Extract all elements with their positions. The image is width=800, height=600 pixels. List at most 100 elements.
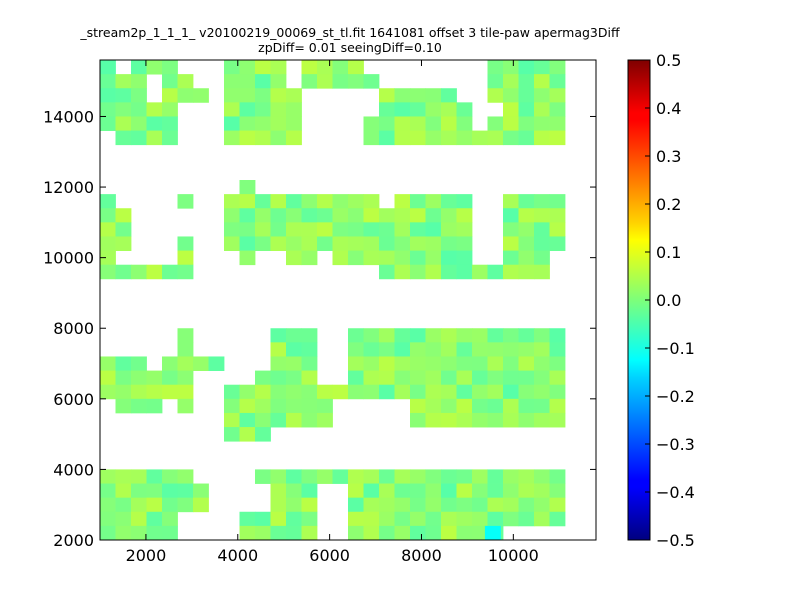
heatmap-cell — [193, 497, 209, 513]
heatmap-cell — [224, 130, 240, 146]
heatmap-cell — [332, 236, 349, 251]
heatmap-cell — [115, 130, 132, 146]
heatmap-cell — [425, 398, 442, 414]
heatmap-cell — [549, 130, 566, 146]
heatmap-cell — [456, 222, 473, 237]
heatmap-cell — [410, 250, 426, 266]
heatmap-cell — [301, 250, 318, 266]
heatmap-cell — [394, 264, 411, 280]
heatmap-cell — [348, 328, 364, 343]
heatmap-cell — [348, 250, 364, 266]
heatmap-cell — [131, 497, 147, 513]
heatmap-cell — [286, 130, 302, 146]
heatmap-cell — [549, 116, 566, 131]
heatmap-cell — [301, 74, 318, 89]
heatmap-cell — [270, 525, 287, 540]
heatmap-cell — [301, 222, 318, 237]
heatmap-cell — [255, 525, 271, 540]
heatmap-cell — [472, 328, 488, 343]
heatmap-cell — [363, 74, 380, 89]
heatmap-cell — [115, 264, 132, 280]
heatmap-cell — [534, 483, 550, 499]
heatmap-cell — [472, 398, 488, 414]
x-tick-label: 10000 — [488, 546, 539, 565]
heatmap-cell — [146, 370, 163, 386]
heatmap-cell — [410, 356, 426, 371]
heatmap-cell — [503, 511, 519, 527]
y-tick-label: 12000 — [43, 178, 94, 197]
heatmap-cell — [534, 222, 550, 237]
heatmap-cell — [487, 342, 504, 357]
x-tick-label: 2000 — [126, 546, 167, 565]
heatmap-cell — [100, 102, 116, 117]
x-tick-label: 4000 — [217, 546, 258, 565]
heatmap-cell — [410, 370, 426, 386]
heatmap-cell — [441, 483, 457, 499]
heatmap-cell — [441, 412, 457, 428]
heatmap-cell — [472, 356, 488, 371]
heatmap-cell — [379, 356, 395, 371]
heatmap-cell — [348, 483, 364, 499]
heatmap-cell — [146, 130, 163, 146]
heatmap-cell — [518, 222, 535, 237]
heatmap-cell — [162, 370, 178, 386]
heatmap-cell — [317, 74, 333, 89]
heatmap-cell — [301, 194, 318, 209]
heatmap-cell — [379, 102, 395, 117]
heatmap-cell — [410, 222, 426, 237]
heatmap-cell — [270, 469, 287, 484]
heatmap-cell — [410, 236, 426, 251]
heatmap-cell — [270, 483, 287, 499]
heatmap-cell — [472, 497, 488, 513]
heatmap-cell — [549, 222, 566, 237]
heatmap-cell — [534, 102, 550, 117]
heatmap-cell — [100, 208, 116, 223]
heatmap-cell — [255, 469, 271, 484]
heatmap-cell — [503, 102, 519, 117]
heatmap-cell — [224, 194, 240, 209]
heatmap-cell — [301, 483, 318, 499]
heatmap-cell — [301, 511, 318, 527]
heatmap-cell — [534, 130, 550, 146]
heatmap-cell — [115, 370, 132, 386]
colorbar-tick-label: 0.0 — [656, 291, 681, 310]
heatmap-cell — [270, 497, 287, 513]
heatmap-cell — [162, 102, 178, 117]
heatmap-cell — [394, 236, 411, 251]
heatmap-cell — [534, 384, 550, 400]
heatmap-cell — [549, 236, 566, 251]
heatmap-cells — [100, 60, 566, 540]
heatmap-cell — [425, 384, 442, 400]
heatmap-cell — [208, 356, 225, 371]
heatmap-cell — [379, 250, 395, 266]
heatmap-cell — [301, 236, 318, 251]
heatmap-cell — [146, 511, 163, 527]
heatmap-cell — [100, 384, 116, 400]
heatmap-cell — [332, 194, 349, 209]
heatmap-cell — [270, 60, 287, 75]
heatmap-cell — [549, 208, 566, 223]
heatmap-cell — [549, 469, 566, 484]
heatmap-cell — [131, 88, 147, 103]
heatmap-cell — [286, 412, 302, 428]
heatmap-cell — [131, 102, 147, 117]
heatmap-cell — [503, 130, 519, 146]
heatmap-cell — [487, 74, 504, 89]
heatmap-cell — [177, 398, 194, 414]
heatmap-cell — [131, 511, 147, 527]
heatmap-cell — [363, 384, 380, 400]
heatmap-cell — [100, 469, 116, 484]
heatmap-cell — [487, 116, 504, 131]
heatmap-cell — [146, 102, 163, 117]
colorbar-tick-label: −0.5 — [656, 531, 695, 550]
heatmap-cell — [115, 102, 132, 117]
heatmap-cell — [255, 384, 271, 400]
heatmap-cell — [394, 384, 411, 400]
heatmap-cell — [379, 88, 395, 103]
heatmap-cell — [239, 180, 256, 195]
heatmap-cell — [503, 356, 519, 371]
heatmap-cell — [255, 398, 271, 414]
heatmap-cell — [534, 194, 550, 209]
heatmap-cell — [503, 398, 519, 414]
heatmap-cell — [162, 60, 178, 75]
